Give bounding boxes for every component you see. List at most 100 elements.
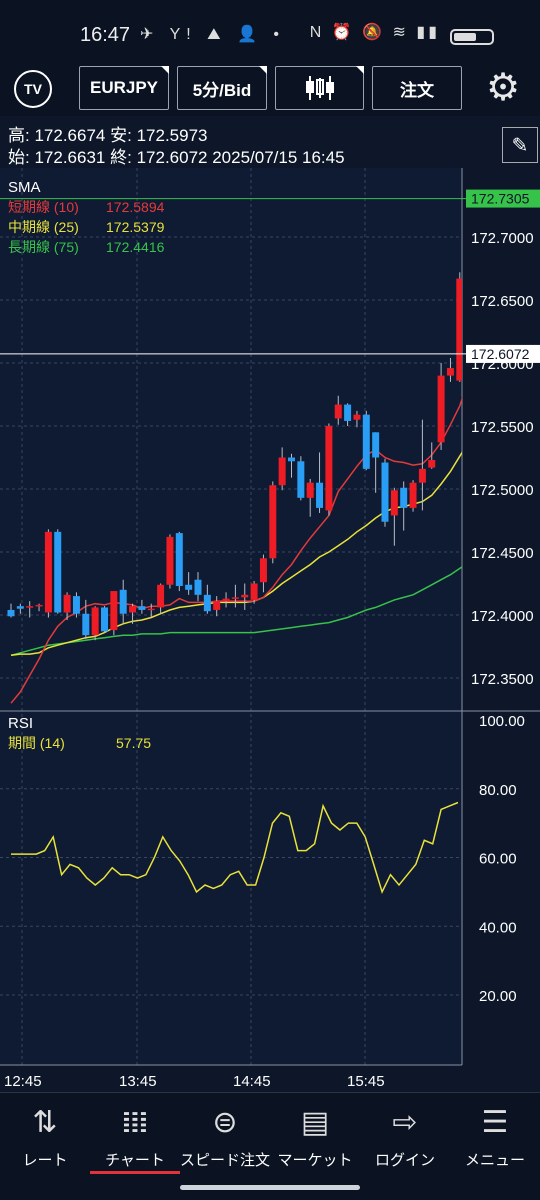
candle-body	[54, 531, 62, 613]
chart-toolbar: TV EURJPY 5分/Bid 注文 ⚙	[0, 62, 540, 116]
timeframe-button[interactable]: 5分/Bid	[177, 66, 267, 110]
candle-body	[278, 457, 286, 486]
candle-body	[231, 597, 239, 599]
candle-body	[166, 536, 174, 585]
candle-body	[390, 490, 398, 516]
time-axis-label: 13:45	[119, 1073, 157, 1090]
order-button[interactable]: 注文	[372, 66, 462, 110]
nav-speed-order[interactable]: ⊜ スピード注文	[180, 1093, 270, 1173]
nav-rate[interactable]: ⇅ レート	[0, 1093, 90, 1173]
sma-long-line	[10, 566, 462, 657]
candle-body	[91, 607, 99, 636]
candle-body	[306, 482, 314, 498]
current-price-tag: 172.6072	[471, 346, 530, 362]
close-label: 終:	[110, 148, 132, 167]
sma-long-label: 長期線 (75)	[8, 239, 79, 255]
home-indicator	[180, 1185, 360, 1190]
candle-body	[437, 375, 445, 443]
price-chart[interactable]: 172.7000172.6500172.6000172.5500172.5000…	[0, 168, 540, 1092]
candle-body	[72, 596, 80, 614]
sma-mid-value: 172.5379	[106, 219, 165, 235]
candle-body	[400, 487, 408, 508]
candle-body	[344, 404, 352, 421]
yen-coin-icon: ⊜	[212, 1106, 238, 1139]
candle-body	[456, 278, 462, 381]
candle-body	[353, 414, 361, 420]
rsi-axis: 100.00 80.00 60.00 40.00 20.00	[479, 713, 525, 1005]
open-value: 172.6631	[34, 148, 106, 167]
price-axis-label: 172.7000	[471, 230, 534, 247]
ohlc-datetime: 2025/07/15 16:45	[212, 148, 345, 167]
ohlc-info: 高: 172.6674 安: 172.5973 始: 172.6631 終: 1…	[8, 125, 345, 169]
current-price-tag-bg	[466, 344, 540, 363]
price-axis-label: 172.4500	[471, 545, 534, 562]
candle-body	[194, 579, 202, 595]
axis-background	[462, 168, 540, 1092]
nav-login[interactable]: ⇨ ログイン	[360, 1093, 450, 1173]
battery-icon	[450, 29, 494, 45]
high-price-tag: 172.7305	[471, 191, 530, 207]
candle-body	[63, 594, 71, 613]
candle-body	[203, 594, 211, 612]
price-tags: 172.7305 172.6072	[0, 189, 540, 363]
settings-gear-icon[interactable]: ⚙	[486, 67, 521, 109]
candlestick-icon	[305, 76, 334, 100]
rsi-value: 57.75	[116, 735, 151, 751]
price-axis-label: 172.6500	[471, 293, 534, 310]
candle-body	[82, 613, 90, 636]
price-axis-label: 172.5000	[471, 482, 534, 499]
candle-body	[325, 426, 333, 511]
rsi-line	[11, 801, 459, 894]
candle-body	[222, 598, 230, 602]
rsi-axis-label: 60.00	[479, 851, 517, 868]
nav-chart[interactable]: 𝍖 チャート	[90, 1093, 180, 1173]
candle-body	[110, 591, 118, 631]
sma-title: SMA	[8, 179, 41, 196]
chart-type-button[interactable]	[275, 66, 364, 110]
candle-body	[428, 460, 436, 468]
nav-market[interactable]: ▤ マーケット	[270, 1093, 360, 1173]
plot-background	[0, 168, 462, 1065]
price-axis-label: 172.3500	[471, 671, 534, 688]
symbol-button[interactable]: EURJPY	[79, 66, 169, 110]
time-axis-label: 15:45	[347, 1073, 385, 1090]
status-bar: 16:47 ✈ Y! ⛰ 👤 • N ⏰ 🔕 ≋ ▮▮	[0, 0, 540, 62]
system-icons: N ⏰ 🔕 ≋ ▮▮	[309, 24, 440, 41]
candle-body	[446, 368, 454, 376]
nav-market-label: マーケット	[277, 1152, 353, 1169]
candle-body	[44, 531, 52, 613]
candle-body	[250, 583, 258, 600]
candle-body	[129, 606, 137, 613]
candle-body	[316, 482, 324, 508]
nav-menu[interactable]: ☰ メニュー	[450, 1093, 540, 1173]
candle-body	[362, 414, 370, 469]
time-axis-label: 14:45	[233, 1073, 271, 1090]
nav-chart-label: チャート	[105, 1152, 165, 1169]
candle-body	[269, 485, 277, 559]
hamburger-menu-icon: ☰	[481, 1106, 509, 1139]
rsi-polyline	[11, 801, 459, 894]
candle-body	[241, 594, 249, 598]
candle-body	[372, 432, 380, 458]
candle-body	[288, 457, 295, 462]
candle-body	[147, 608, 155, 611]
nav-rate-label: レート	[22, 1152, 68, 1169]
candle-body	[101, 607, 108, 632]
candle-body	[175, 533, 183, 587]
candle-body	[157, 584, 165, 608]
high-price-tag-bg	[466, 189, 540, 208]
tradingview-logo-icon[interactable]: TV	[14, 70, 52, 108]
rsi-axis-label: 80.00	[479, 782, 517, 799]
candles	[7, 272, 462, 641]
sma-long-value: 172.4416	[106, 239, 165, 255]
high-label: 高:	[8, 126, 30, 145]
price-axis-label: 172.5500	[471, 419, 534, 436]
rsi-axis-label: 20.00	[479, 988, 517, 1005]
sma-mid-label: 中期線 (25)	[8, 219, 79, 235]
candle-body	[138, 606, 146, 610]
high-value: 172.6674	[34, 126, 106, 145]
close-value: 172.6072	[136, 148, 208, 167]
low-value: 172.5973	[136, 126, 208, 145]
drawing-pencil-icon[interactable]: ✎	[502, 127, 538, 163]
low-label: 安:	[110, 126, 132, 145]
